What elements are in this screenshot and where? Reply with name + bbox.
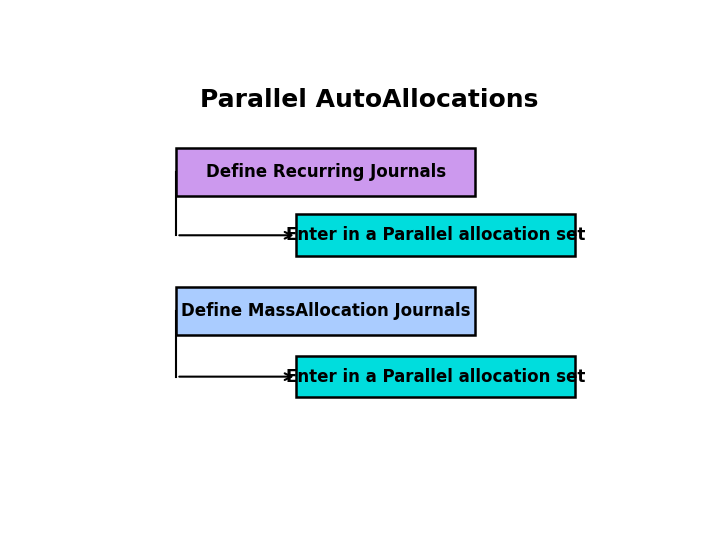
FancyBboxPatch shape [176,287,475,335]
Text: Parallel AutoAllocations: Parallel AutoAllocations [200,88,538,112]
Text: Enter in a Parallel allocation set: Enter in a Parallel allocation set [287,368,585,386]
FancyBboxPatch shape [297,356,575,397]
Text: Enter in a Parallel allocation set: Enter in a Parallel allocation set [287,226,585,244]
FancyBboxPatch shape [297,214,575,256]
FancyBboxPatch shape [176,148,475,196]
Text: Define Recurring Journals: Define Recurring Journals [206,163,446,181]
Text: Define MassAllocation Journals: Define MassAllocation Journals [181,302,470,320]
